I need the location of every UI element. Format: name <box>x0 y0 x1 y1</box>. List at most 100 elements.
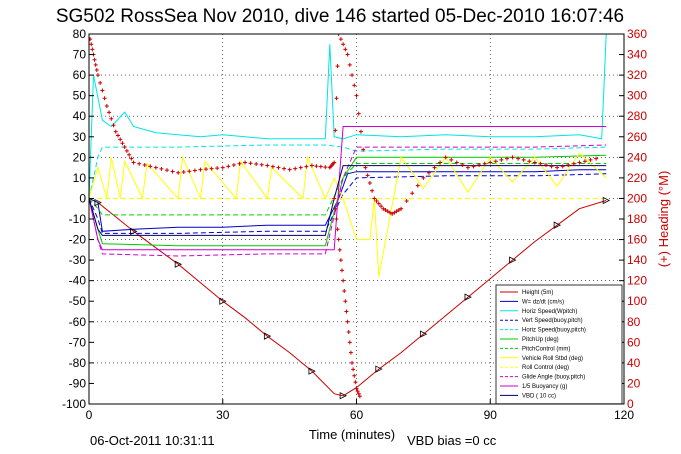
heading-marker <box>298 165 303 170</box>
heading-marker <box>355 389 360 394</box>
left-tick-label: -60 <box>69 315 87 329</box>
x-tick-label: 0 <box>86 408 93 422</box>
footer-timestamp: 06-Oct-2011 10:31:11 <box>90 433 215 448</box>
heading-marker <box>334 96 339 101</box>
heading-marker <box>510 155 515 160</box>
heading-marker <box>521 157 526 162</box>
heading-marker <box>588 157 593 162</box>
chart-title: SG502 RossSea Nov 2010, dive 146 started… <box>56 6 624 27</box>
legend-entry: Height (5m) <box>522 290 553 296</box>
right-tick-label: 160 <box>627 233 647 247</box>
heading-marker <box>309 163 314 168</box>
heading-marker <box>113 129 118 134</box>
heading-marker <box>415 183 420 188</box>
heading-series-layer <box>89 34 599 399</box>
heading-marker <box>192 168 197 173</box>
left-tick-label: 40 <box>73 109 87 123</box>
heading-marker <box>543 163 548 168</box>
grid-lines <box>89 34 624 404</box>
heading-marker <box>170 169 175 174</box>
heading-marker <box>381 206 386 211</box>
left-tick-label: -100 <box>62 397 86 411</box>
heading-marker <box>387 210 392 215</box>
right-tick-label: 200 <box>627 191 647 205</box>
heading-marker <box>353 380 358 385</box>
heading-marker <box>115 133 120 138</box>
heading-marker <box>471 164 476 169</box>
heading-marker <box>332 160 337 165</box>
legend-entry: PitchControl (mm) <box>522 346 570 352</box>
series-9-line <box>89 144 607 257</box>
heading-marker <box>159 166 164 171</box>
series-0-line <box>89 197 607 397</box>
left-tick-label: -10 <box>69 212 87 226</box>
left-tick-label: -50 <box>69 294 87 308</box>
heading-marker <box>347 340 352 345</box>
heading-marker <box>333 128 338 133</box>
heading-marker <box>477 163 482 168</box>
heading-marker <box>582 159 587 164</box>
height-marker <box>464 293 472 301</box>
heading-marker <box>98 80 103 85</box>
height-marker <box>553 221 562 229</box>
heading-marker <box>338 37 343 42</box>
series-2-line <box>89 34 607 199</box>
left-tick-label: -90 <box>69 376 87 390</box>
right-tick-label: 300 <box>627 89 647 103</box>
heading-marker <box>109 116 114 121</box>
heading-marker <box>392 210 397 215</box>
heading-marker <box>426 170 431 175</box>
heading-marker <box>93 62 98 67</box>
right-tick-label: 100 <box>627 294 647 308</box>
heading-marker <box>527 159 532 164</box>
heading-marker <box>323 165 328 170</box>
heading-marker <box>95 73 100 78</box>
legend-entry: Horiz Speed(Wpitch) <box>522 309 577 315</box>
series-6-line <box>89 163 607 216</box>
series-layer <box>89 34 611 400</box>
heading-marker <box>390 211 395 216</box>
heading-marker <box>376 201 381 206</box>
left-tick-label: 0 <box>79 191 86 205</box>
heading-marker <box>571 161 576 166</box>
series-1-line <box>89 169 607 232</box>
heading-marker <box>594 156 599 161</box>
height-marker <box>263 332 272 340</box>
heading-marker <box>367 181 372 186</box>
heading-marker <box>341 278 346 283</box>
series-7-line <box>89 152 607 277</box>
heading-marker <box>265 163 270 168</box>
heading-marker <box>370 188 375 193</box>
left-tick-label: -20 <box>69 233 87 247</box>
heading-marker <box>282 166 287 171</box>
heading-marker <box>243 160 248 165</box>
x-axis-label: Time (minutes) <box>309 427 395 442</box>
x-tick-label: 60 <box>350 408 364 422</box>
heading-marker <box>89 37 93 42</box>
right-axis-label: (+) Heading (°M) <box>656 171 671 268</box>
heading-marker <box>148 164 153 169</box>
legend-entry: VBD ( 10 cc) <box>522 393 556 399</box>
footer-vbd-bias: VBD bias =0 cc <box>407 433 497 448</box>
heading-marker <box>504 156 509 161</box>
heading-marker <box>181 169 186 174</box>
heading-marker <box>465 165 470 170</box>
heading-marker <box>421 175 426 180</box>
left-tick-label: 60 <box>73 68 87 82</box>
heading-marker <box>90 47 95 52</box>
heading-marker <box>346 330 351 335</box>
heading-marker <box>348 350 353 355</box>
height-marker <box>419 330 428 338</box>
heading-marker <box>365 173 370 178</box>
series-4-line <box>89 144 607 199</box>
left-tick-label: 20 <box>73 150 87 164</box>
height-marker <box>94 198 102 207</box>
heading-marker <box>374 199 379 204</box>
heading-marker <box>399 206 404 211</box>
heading-marker <box>176 170 181 175</box>
right-tick-label: 60 <box>627 335 641 349</box>
heading-marker <box>100 88 105 93</box>
heading-marker <box>354 93 359 98</box>
heading-marker <box>356 391 361 396</box>
x-tick-label: 120 <box>614 408 634 422</box>
